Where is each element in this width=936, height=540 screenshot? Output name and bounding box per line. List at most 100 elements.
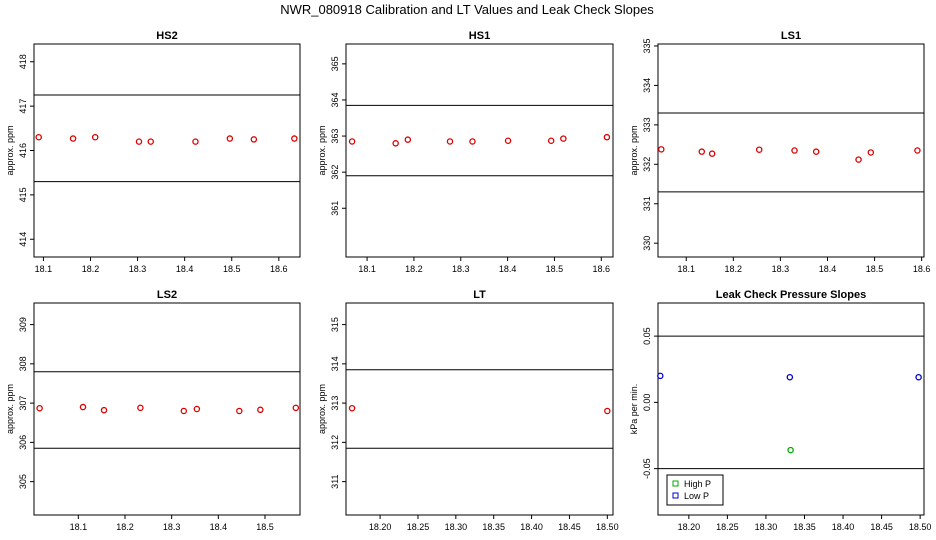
data-point	[547, 137, 555, 145]
data-point	[914, 147, 921, 154]
y-tick-label: 306	[18, 435, 28, 450]
panel-title: LS2	[157, 289, 177, 301]
x-tick-label: 18.5	[866, 264, 884, 274]
data-point	[604, 407, 611, 415]
x-tick-label: 18.3	[772, 264, 790, 274]
y-tick-label: 365	[330, 56, 340, 71]
y-tick-label: 364	[330, 92, 340, 107]
x-tick-label: 18.45	[870, 522, 893, 532]
x-tick-label: 18.1	[677, 264, 695, 274]
plot-frame	[657, 302, 925, 516]
data-point	[79, 403, 87, 411]
y-tick-label: 0.00	[642, 394, 652, 412]
y-axis-label: kPa per min.	[629, 384, 639, 435]
legend-box	[666, 474, 724, 506]
data-point	[137, 404, 144, 412]
legend-marker	[672, 480, 679, 487]
x-tick-label: 18.30	[445, 522, 468, 532]
data-point	[708, 150, 716, 157]
y-tick-label: 330	[642, 236, 652, 251]
x-tick-label: 18.2	[725, 264, 743, 274]
data-point-low-p	[915, 373, 922, 381]
x-tick-label: 18.35	[482, 522, 505, 532]
y-tick-label: 363	[330, 129, 340, 144]
data-point	[392, 140, 399, 147]
y-tick-label: 311	[330, 474, 340, 488]
data-point	[236, 407, 243, 415]
y-tick-label: 333	[642, 117, 652, 132]
y-tick-label: 315	[330, 317, 340, 332]
x-tick-label: 18.35	[793, 522, 816, 532]
plot-frame	[345, 43, 614, 258]
y-tick-label: 334	[642, 78, 652, 93]
plot-frame	[33, 43, 301, 258]
y-axis-label: approx. ppm	[317, 125, 327, 175]
x-tick-label: 18.50	[909, 522, 932, 532]
x-tick-label: 18.3	[129, 264, 147, 274]
legend: High P Low P	[666, 474, 724, 506]
x-tick-label: 18.4	[499, 264, 517, 274]
legend-label: Low P	[684, 491, 709, 501]
x-tick-label: 18.4	[210, 522, 228, 532]
y-tick-label: 305	[18, 474, 28, 489]
data-point	[180, 407, 188, 415]
data-point-low-p	[657, 372, 664, 380]
x-tick-label: 18.1	[358, 264, 376, 274]
data-point	[226, 135, 234, 142]
y-tick-label: 335	[642, 38, 652, 53]
figure-title: NWR_080918 Calibration and LT Values and…	[280, 2, 654, 17]
data-point	[855, 156, 862, 163]
x-tick-label: 18.50	[596, 522, 619, 532]
data-point	[404, 136, 412, 143]
data-point	[292, 404, 300, 412]
y-tick-label: 416	[18, 143, 28, 158]
y-axis-label: approx. ppm	[5, 125, 15, 175]
data-point	[504, 137, 512, 145]
x-tick-label: 18.6	[270, 264, 288, 274]
y-tick-label: -0.05	[642, 458, 652, 479]
y-tick-label: 414	[18, 232, 28, 247]
legend-marker	[672, 492, 679, 499]
y-axis-label: approx. ppm	[629, 125, 639, 175]
panel-hs1: HS1 18.1 18.2 18.3 18.4 18.5 18.6 361 362 363 364 3…	[317, 30, 614, 274]
data-point	[69, 135, 77, 142]
y-tick-label: 415	[18, 187, 28, 202]
data-point	[812, 148, 820, 155]
plot-frame	[33, 302, 301, 516]
panel-title: LS1	[781, 30, 801, 42]
x-tick-label: 18.2	[82, 264, 100, 274]
data-point	[100, 406, 108, 414]
data-point-low-p	[786, 373, 794, 381]
data-point	[257, 406, 264, 414]
panel-title: HS1	[469, 30, 490, 42]
data-point	[658, 146, 665, 153]
x-tick-label: 18.40	[832, 522, 855, 532]
panel-title: LT	[473, 289, 486, 301]
y-tick-label: 417	[18, 99, 28, 114]
data-point	[35, 133, 42, 141]
x-tick-label: 18.2	[116, 522, 134, 532]
data-point	[755, 146, 763, 153]
x-tick-label: 18.6	[593, 264, 611, 274]
data-point	[135, 138, 143, 145]
panel-ls1: LS1 18.1 18.2 18.3 18.4 18.5 18.6 330 331 332 333 3…	[629, 30, 930, 274]
plot-frame	[345, 302, 614, 516]
y-axis-label: approx. ppm	[317, 384, 327, 434]
data-point	[348, 138, 356, 145]
panel-lt: LT 18.20 18.25 18.30 18.35 18.40 18.45 18.50 311…	[317, 289, 619, 532]
plot-frame	[657, 43, 925, 258]
x-tick-label: 18.3	[163, 522, 181, 532]
y-tick-label: 307	[18, 396, 28, 411]
data-point	[147, 138, 155, 145]
data-point	[469, 138, 476, 145]
data-point	[91, 133, 99, 141]
panel-ls2: LS2 18.1 18.2 18.3 18.4 18.5 305 306 307 308 309 ap…	[5, 289, 301, 532]
x-tick-label: 18.20	[369, 522, 392, 532]
data-point	[250, 136, 258, 143]
panel-title: Leak Check Pressure Slopes	[716, 289, 866, 301]
data-point	[291, 135, 298, 142]
panels: HS2 18.1 18.2 18.3 18.4 18.5 18.6 414 415 416 417 4…	[5, 30, 931, 532]
y-tick-label: 308	[18, 356, 28, 371]
